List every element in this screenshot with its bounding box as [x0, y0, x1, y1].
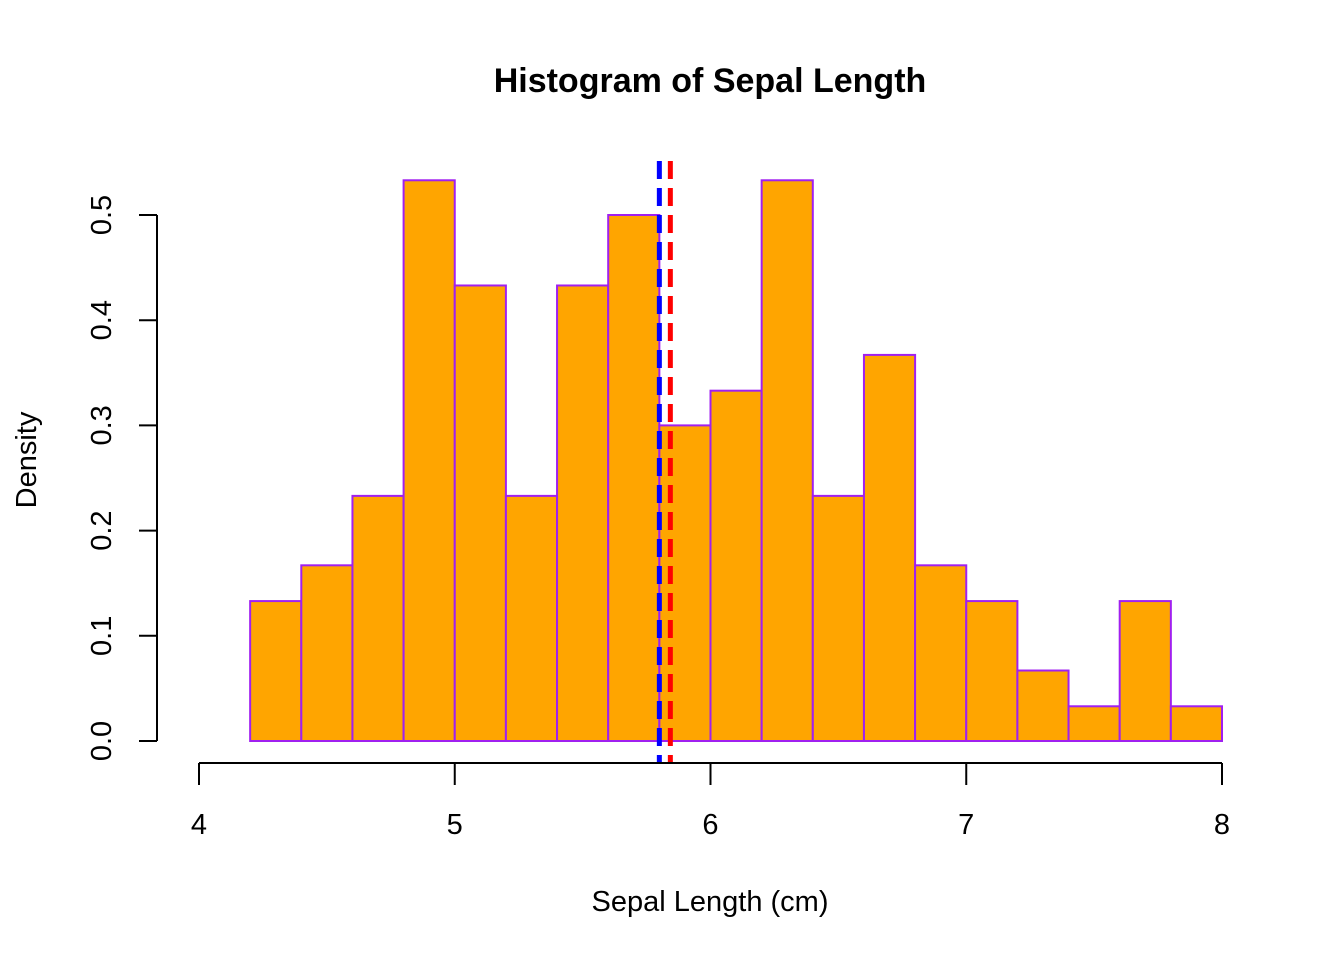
y-axis: 0.0 0.1 0.2 0.3 0.4 0.5	[86, 195, 158, 761]
y-tick-label: 0.4	[86, 300, 118, 340]
x-tick-label: 4	[191, 809, 207, 841]
histogram-bar	[300, 564, 354, 742]
chart-title: Histogram of Sepal Length	[494, 62, 927, 100]
histogram-bar	[351, 494, 405, 742]
histogram-bar	[1169, 705, 1223, 742]
histogram-bar	[249, 600, 303, 742]
histogram-bar	[1118, 600, 1172, 742]
x-tick-label: 5	[447, 809, 463, 841]
histogram-bar	[1067, 705, 1121, 742]
histogram-bar	[402, 179, 456, 742]
x-tick-label: 8	[1214, 809, 1230, 841]
histogram-bar	[1016, 669, 1070, 742]
histogram-bar	[760, 179, 814, 742]
histogram-bar	[965, 600, 1019, 742]
y-axis-label: Density	[11, 411, 43, 508]
histogram-bar	[607, 214, 661, 742]
histogram-bar	[504, 494, 559, 742]
y-tick-label: 0.0	[86, 721, 118, 761]
y-tick-label: 0.5	[86, 195, 118, 235]
y-tick-label: 0.3	[86, 405, 118, 445]
histogram-bar	[914, 564, 968, 742]
histogram-bar	[658, 424, 712, 742]
x-tick-label: 7	[958, 809, 974, 841]
reference-lines-group	[656, 161, 673, 763]
x-tick-label: 6	[702, 809, 718, 841]
histogram-bar	[453, 284, 507, 742]
histogram-bar	[709, 389, 763, 742]
bars-group	[249, 179, 1223, 742]
histogram-bar	[556, 284, 610, 742]
x-axis-label: Sepal Length (cm)	[592, 886, 829, 918]
x-axis: 4 5 6 7 8	[191, 762, 1230, 841]
y-tick-label: 0.1	[86, 616, 118, 656]
histogram-bar	[811, 494, 865, 742]
histogram-bar	[862, 353, 917, 742]
y-tick-label: 0.2	[86, 510, 118, 550]
